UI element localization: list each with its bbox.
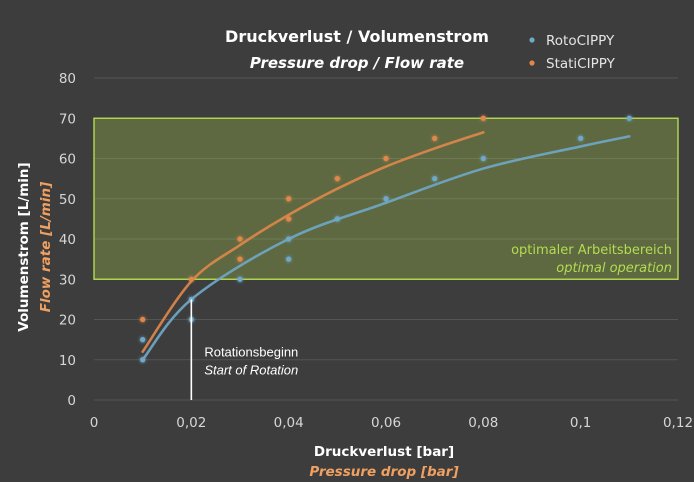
y-tick-label: 30: [59, 272, 76, 288]
data-point-rotocippy: [140, 357, 146, 363]
data-point-staticippy: [140, 316, 146, 323]
data-point-rotocippy: [286, 256, 292, 262]
data-point-rotocippy: [140, 337, 146, 343]
y-tick-label: 50: [59, 192, 76, 208]
x-tick-label: 0,12: [663, 415, 693, 431]
data-point-rotocippy: [626, 115, 632, 121]
y-axis-label-sub: Flow rate [L/min]: [38, 181, 54, 312]
legend-label-rotocippy: RotoCIPPY: [546, 33, 615, 49]
optimal-zone-label-en: optimal operation: [556, 261, 672, 276]
data-point-staticippy: [334, 176, 340, 182]
y-tick-label: 40: [59, 232, 76, 248]
legend: RotoCIPPY StatiCIPPY: [529, 33, 616, 72]
x-tick-label: 0,06: [371, 415, 401, 431]
rotation-start-label-en: Start of Rotation: [204, 363, 298, 378]
data-point-staticippy: [286, 216, 292, 222]
data-point-staticippy: [432, 135, 438, 141]
y-tick-label: 10: [59, 353, 76, 369]
data-point-staticippy: [237, 236, 243, 242]
data-point-staticippy: [237, 256, 243, 262]
data-point-rotocippy: [383, 196, 389, 202]
data-point-rotocippy: [334, 216, 340, 222]
x-tick-label: 0: [90, 415, 99, 431]
x-tick-label: 0,08: [468, 415, 498, 431]
y-tick-label: 60: [59, 152, 76, 168]
data-point-staticippy: [286, 196, 292, 202]
legend-marker-staticippy: [529, 60, 535, 66]
x-axis-label: Druckverlust [bar]: [314, 444, 454, 460]
data-point-rotocippy: [286, 236, 292, 242]
data-point-rotocippy: [237, 276, 243, 282]
x-tick-label: 0,1: [570, 415, 591, 431]
data-point-staticippy: [188, 276, 194, 282]
y-axis-label: Volumenstrom [L/min]: [16, 162, 32, 331]
data-point-rotocippy: [578, 135, 584, 141]
rotation-start-label: Rotationsbeginn: [204, 345, 298, 360]
y-tick-label: 80: [59, 71, 76, 87]
data-point-staticippy: [480, 115, 486, 121]
x-tick-label: 0,04: [274, 415, 304, 431]
data-point-rotocippy: [432, 176, 438, 182]
chart-subtitle: Pressure drop / Flow rate: [250, 54, 464, 72]
x-axis-label-sub: Pressure drop [bar]: [309, 464, 459, 480]
y-tick-label: 70: [59, 111, 76, 127]
chart-title: Druckverlust / Volumenstrom: [225, 27, 489, 46]
legend-marker-rotocippy: [529, 37, 535, 43]
legend-label-staticippy: StatiCIPPY: [546, 56, 616, 72]
y-tick-label: 20: [59, 313, 76, 329]
y-tick-label: 0: [67, 393, 76, 409]
x-tick-label: 0,02: [176, 415, 206, 431]
optimal-zone-label: optimaler Arbeitsbereich: [511, 243, 672, 258]
data-point-rotocippy: [480, 155, 486, 162]
data-point-staticippy: [383, 155, 389, 162]
